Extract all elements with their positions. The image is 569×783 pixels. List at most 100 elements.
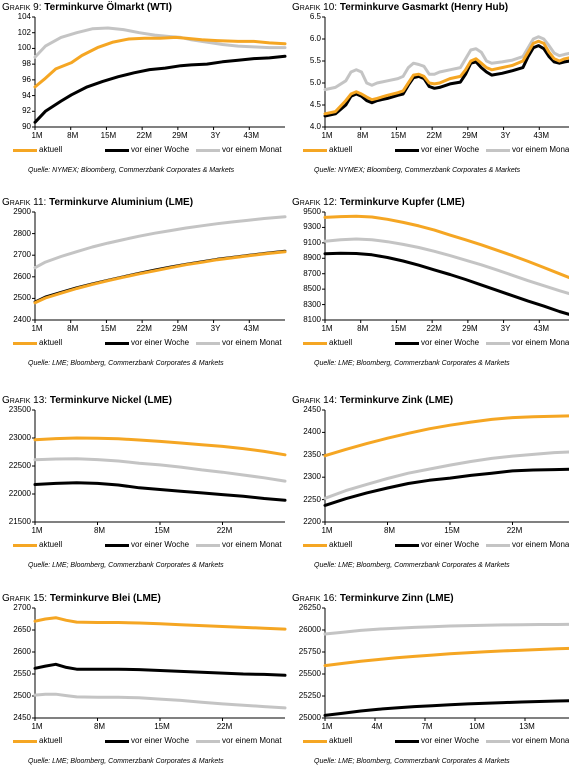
plot-svg xyxy=(322,16,569,130)
chart-source: Quelle: LME; Bloomberg, Commerzbank Corp… xyxy=(314,758,510,765)
y-tick-label: 8900 xyxy=(303,253,321,263)
legend-label: aktuell xyxy=(329,338,353,347)
y-tick-label: 2250 xyxy=(303,494,321,504)
legend-label: vor einer Woche xyxy=(421,145,480,154)
x-tick-label: 8M xyxy=(93,722,106,731)
y-tick-label: 23500 xyxy=(8,405,31,414)
series-line-woche xyxy=(33,249,287,304)
y-tick-label: 2700 xyxy=(13,250,31,260)
x-tick-label: 29M xyxy=(462,324,478,333)
series-line-woche xyxy=(33,662,287,677)
x-tick-label: 43M xyxy=(243,131,260,140)
series-line-aktuell xyxy=(323,414,569,458)
x-tick-label: 8M xyxy=(67,324,79,333)
series-line-aktuell xyxy=(33,250,287,305)
series-line-monat xyxy=(33,215,287,270)
legend-label: vor einem Monat xyxy=(512,145,569,154)
y-tick-label: 9100 xyxy=(303,237,321,247)
legend-label: aktuell xyxy=(39,145,63,154)
x-tick-label: 15M xyxy=(390,131,407,140)
chart-source: Quelle: LME; Bloomberg, Commerzbank Corp… xyxy=(314,562,510,569)
series-line-woche xyxy=(33,54,287,124)
chart-title: Grafik 12: Terminkurve Kupfer (LME) xyxy=(292,197,465,208)
plot-area xyxy=(322,607,569,721)
x-tick-label: 4M xyxy=(371,722,383,731)
chart-panel: Grafik 11: Terminkurve Aluminium (LME) 24… xyxy=(2,197,297,387)
y-tick-label: 25250 xyxy=(298,691,321,700)
legend-label: aktuell xyxy=(39,540,63,549)
y-tick-label: 25000 xyxy=(298,713,321,722)
y-tick-label: 6.5 xyxy=(309,12,321,21)
legend-swatch xyxy=(196,740,220,743)
y-tick-label: 8700 xyxy=(303,268,321,278)
x-tick-label: 8M xyxy=(357,324,369,333)
chart-title: Grafik 14: Terminkurve Zink (LME) xyxy=(292,395,453,406)
legend-swatch xyxy=(13,342,37,345)
x-tick-label: 22M xyxy=(506,526,523,535)
chart-panel: Grafik 15: Terminkurve Blei (LME) 2450 250… xyxy=(2,593,297,783)
series-line-monat xyxy=(33,26,287,59)
x-tick-label: 3Y xyxy=(500,324,511,333)
y-tick-label: 2200 xyxy=(303,517,321,526)
legend-label: vor einer Woche xyxy=(131,736,190,745)
series-line-woche xyxy=(323,467,569,507)
chart-title-prefix: Grafik 15: xyxy=(2,593,48,604)
y-tick-label: 4.0 xyxy=(309,122,321,131)
x-tick-label: 22M xyxy=(426,131,442,140)
x-tick-label: 15M xyxy=(100,324,117,333)
x-tick-label: 1M xyxy=(31,324,43,333)
x-tick-label: 15M xyxy=(100,131,117,140)
series-line-aktuell xyxy=(323,646,569,668)
legend-label: vor einer Woche xyxy=(421,736,480,745)
y-tick-label: 102 xyxy=(17,27,31,37)
x-tick-label: 8M xyxy=(67,131,79,140)
y-tick-label: 2350 xyxy=(303,449,321,459)
y-tick-label: 8300 xyxy=(303,299,321,309)
series-line-woche xyxy=(323,699,569,717)
legend-label: vor einem Monat xyxy=(512,736,569,745)
series-line-monat xyxy=(33,692,287,710)
chart-source: Quelle: LME; Bloomberg, Commerzbank Corp… xyxy=(314,360,510,367)
x-tick-label: 3Y xyxy=(210,324,221,333)
y-tick-label: 21500 xyxy=(8,517,31,526)
legend-swatch xyxy=(13,544,37,547)
plot-area xyxy=(32,607,287,721)
chart-title-text: Terminkurve Zink (LME) xyxy=(339,395,454,406)
x-tick-label: 22M xyxy=(136,324,152,333)
series-line-aktuell xyxy=(33,616,287,631)
series-line-woche xyxy=(323,251,569,316)
chart-title-text: Terminkurve Kupfer (LME) xyxy=(339,197,465,208)
legend-label: vor einer Woche xyxy=(421,540,480,549)
y-tick-label: 22000 xyxy=(8,489,31,498)
y-tick-label: 2550 xyxy=(13,669,31,678)
legend-swatch xyxy=(303,544,327,547)
x-tick-label: 29M xyxy=(172,131,188,140)
x-tick-label: 3Y xyxy=(210,131,221,140)
x-tick-label: 1M xyxy=(31,526,43,535)
y-tick-label: 26000 xyxy=(298,625,321,634)
series-line-woche xyxy=(323,44,569,118)
chart-title-prefix: Grafik 13: xyxy=(2,395,48,406)
series-line-monat xyxy=(323,237,569,296)
legend-swatch xyxy=(486,544,510,547)
chart-source: Quelle: LME; Bloomberg, Commerzbank Corp… xyxy=(28,360,224,367)
y-tick-label: 6.0 xyxy=(309,34,321,43)
x-tick-label: 22M xyxy=(216,722,233,731)
y-tick-label: 2450 xyxy=(303,405,321,414)
plot-svg xyxy=(322,607,569,721)
chart-source: Quelle: LME; Bloomberg, Commerzbank Corp… xyxy=(28,758,224,765)
plot-area xyxy=(322,211,569,323)
series-line-monat xyxy=(323,622,569,636)
plot-svg xyxy=(32,16,287,130)
plot-svg xyxy=(32,409,287,525)
y-tick-label: 22500 xyxy=(8,461,31,470)
legend-swatch xyxy=(395,149,419,152)
y-tick-label: 26250 xyxy=(298,603,321,612)
legend-swatch xyxy=(105,544,129,547)
chart-panel: Grafik 13: Terminkurve Nickel (LME) 21500… xyxy=(2,395,297,585)
legend-label: vor einem Monat xyxy=(222,736,282,745)
y-tick-label: 90 xyxy=(22,122,31,131)
x-tick-label: 43M xyxy=(243,324,260,333)
x-tick-label: 22M xyxy=(136,131,152,140)
chart-title: Grafik 9: Terminkurve Ölmarkt (WTI) xyxy=(2,2,172,13)
